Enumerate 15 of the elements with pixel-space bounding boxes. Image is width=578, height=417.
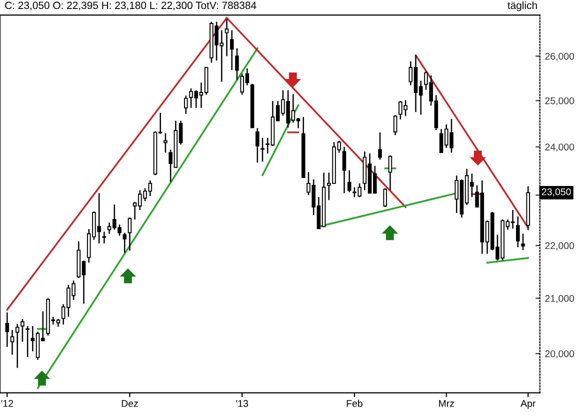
x-tick-label: '12 xyxy=(1,400,13,407)
x-tick-label: Dez xyxy=(122,400,138,407)
y-tick-label: 25,000 xyxy=(545,97,574,106)
chart-subtitle: täglich xyxy=(508,1,537,12)
y-tick-label: 20,000 xyxy=(545,350,574,358)
y-tick-label: 26,000 xyxy=(545,52,574,61)
y-tick-label: 24,000 xyxy=(545,144,574,152)
chart-title: C: 23,050 O: 22,395 H: 23,180 L: 22,300 TotV: 788384 xyxy=(5,2,256,10)
x-tick-label: Mrz xyxy=(439,400,454,407)
x-tick-label: '13 xyxy=(236,400,248,407)
y-tick-label: 22,000 xyxy=(545,242,574,250)
x-tick-label: Feb xyxy=(346,400,362,407)
x-tick-label: Apr xyxy=(520,400,536,409)
y-tick-label: 21,000 xyxy=(545,295,574,304)
annotation: 23,050 xyxy=(542,188,571,196)
